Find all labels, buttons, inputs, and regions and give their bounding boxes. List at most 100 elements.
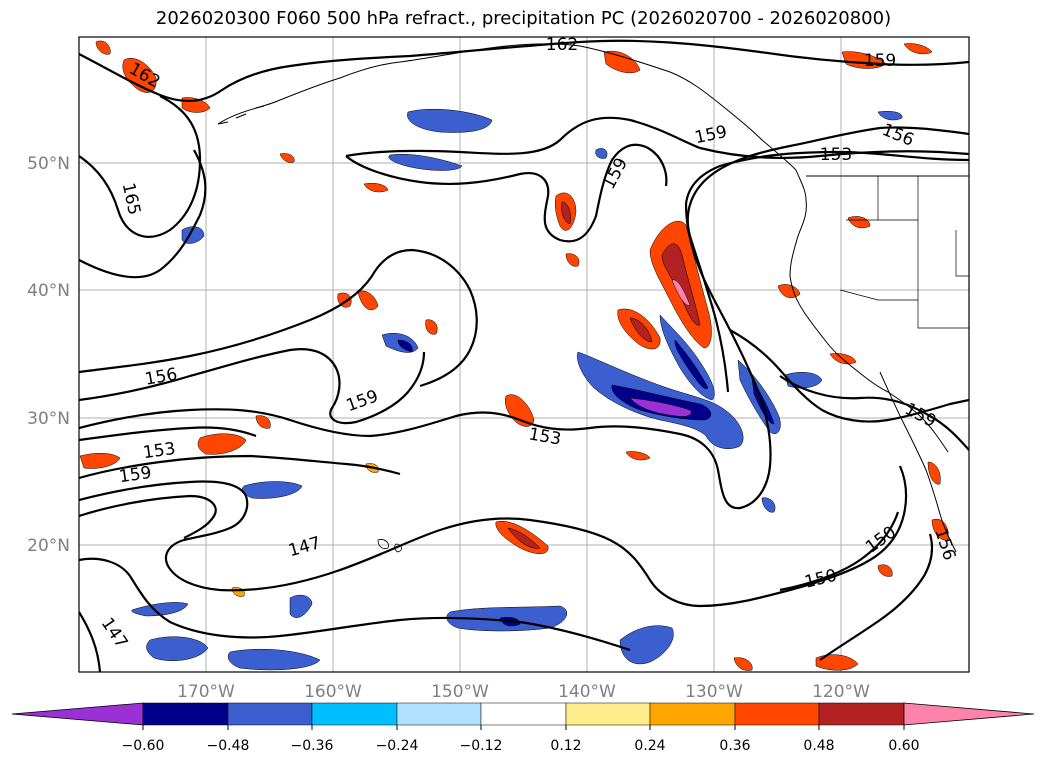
- precip-red-area: [425, 319, 438, 335]
- precip-navy-area: [397, 339, 413, 353]
- precip-blue-area: [146, 636, 209, 661]
- contour-150-east: [779, 511, 900, 592]
- colorbar-tick-label: −0.12: [460, 738, 503, 754]
- contour-159-west: [79, 454, 401, 480]
- colorbar-segment: [649, 702, 736, 726]
- contour-156-southeast: [819, 533, 934, 661]
- colorbar-segment: [734, 702, 820, 726]
- colorbar-segment: [142, 702, 229, 726]
- precip-blue-area: [131, 602, 189, 617]
- state-borders: [839, 176, 969, 329]
- precip-darkred-area: [629, 317, 653, 343]
- contour-153-west: [79, 426, 257, 442]
- contour-147: [79, 465, 908, 608]
- colorbar-tick-label: 0.60: [888, 738, 919, 754]
- colorbar-tick-label: 0.24: [634, 738, 665, 754]
- lon-tick-label: 130°W: [685, 682, 743, 702]
- lat-tick-label: 20°N: [27, 536, 70, 556]
- lat-tick-label: 40°N: [27, 281, 70, 301]
- contour-label: 153: [820, 145, 852, 165]
- alaska-coast: [217, 43, 797, 171]
- colorbar-tick-label: 0.12: [550, 738, 581, 754]
- precip-red-area: [197, 433, 247, 455]
- precip-darkred-area: [561, 201, 571, 225]
- contour-165: [79, 95, 202, 238]
- colorbar-tick-label: 0.36: [719, 738, 750, 754]
- map-frame: [78, 36, 970, 673]
- precip-red-area: [357, 290, 379, 311]
- colorbar-segment: [227, 702, 313, 726]
- contour-159-loop: [345, 143, 668, 243]
- longitude-ticks: 170°W 160°W 150°W 140°W 130°W 120°W: [177, 682, 870, 702]
- precip-red-area: [931, 518, 949, 541]
- precip-blue-area: [619, 625, 674, 665]
- lon-tick-label: 170°W: [177, 682, 235, 702]
- map-panel: 162 162 165 159 159 159 159 156 156 153 …: [79, 35, 969, 672]
- precip-blue-area: [877, 111, 903, 121]
- precip-purple-area: [629, 397, 692, 417]
- precip-red-area: [79, 453, 121, 469]
- precip-pink-area: [671, 279, 691, 306]
- precip-red-area: [505, 394, 535, 427]
- contour-label: 153: [142, 439, 177, 463]
- precip-red-area: [847, 216, 871, 229]
- precip-red-area: [625, 451, 651, 461]
- contour-162: [79, 39, 969, 103]
- colorbar-tick-label: −0.60: [122, 738, 165, 754]
- lon-tick-label: 160°W: [304, 682, 362, 702]
- contour-159-north: [345, 116, 969, 160]
- precip-red-area: [927, 461, 941, 485]
- contour-lower-box: [79, 557, 631, 652]
- refractivity-contours: [79, 39, 969, 672]
- colorbar-segment: [818, 702, 905, 726]
- precip-darkred-area: [507, 527, 541, 549]
- precip-darkred-area: [661, 243, 701, 326]
- precip-blue-area: [289, 594, 313, 618]
- precip-red-area: [95, 40, 111, 55]
- colorbar-segment: [565, 702, 651, 726]
- colorbar-segment: [311, 702, 398, 726]
- contour-label: 162: [546, 35, 578, 55]
- colorbar: −0.60 −0.48 −0.36 −0.24 −0.12 0.12 0.24 …: [11, 702, 1035, 754]
- contour-label: 159: [118, 463, 153, 487]
- precip-navy-area: [674, 339, 709, 390]
- precip-red-area: [815, 654, 859, 671]
- precip-red-area: [733, 657, 753, 671]
- lat-tick-label: 30°N: [27, 409, 70, 429]
- precip-negative: [131, 108, 903, 671]
- precip-blue-area: [388, 154, 463, 171]
- colorbar-segment: [396, 702, 482, 726]
- lon-tick-label: 120°W: [812, 682, 870, 702]
- colorbar-tick-label: 0.48: [803, 738, 834, 754]
- lat-tick-label: 50°N: [27, 154, 70, 174]
- chart-title: 2026020300 F060 500 hPa refract., precip…: [155, 8, 892, 29]
- colorbar-tick-label: −0.48: [207, 738, 250, 754]
- precip-red-area: [279, 153, 295, 163]
- contour-153-inner: [729, 329, 969, 423]
- precip-red-area: [903, 43, 933, 55]
- contour-156-east: [686, 126, 969, 393]
- lon-tick-label: 140°W: [558, 682, 616, 702]
- colorbar-tick-label: −0.36: [291, 738, 334, 754]
- precip-red-area: [565, 253, 580, 267]
- contour-159-southeast: [779, 375, 969, 451]
- precip-red-area: [363, 183, 389, 193]
- precip-blue-area: [761, 497, 776, 513]
- precip-red-area: [877, 564, 893, 577]
- contour-147-southwest: [79, 611, 102, 672]
- contour-156-west: [79, 149, 207, 279]
- colorbar-left-extend: [11, 702, 144, 726]
- precip-blue-area: [595, 148, 608, 159]
- precip-blue-area: [407, 108, 493, 133]
- baja-coast: [879, 371, 957, 553]
- colorbar-ticks: [142, 725, 905, 730]
- latitude-ticks: 20°N 30°N 40°N 50°N: [27, 154, 70, 556]
- contour-153-main: [79, 150, 969, 510]
- aleutian-islands: [217, 105, 265, 125]
- colorbar-tick-label: −0.24: [376, 738, 419, 754]
- contour-label: 159: [864, 51, 896, 71]
- precip-red-area: [603, 50, 641, 74]
- precip-positive: [79, 40, 949, 671]
- colorbar-right-extend: [903, 702, 1035, 726]
